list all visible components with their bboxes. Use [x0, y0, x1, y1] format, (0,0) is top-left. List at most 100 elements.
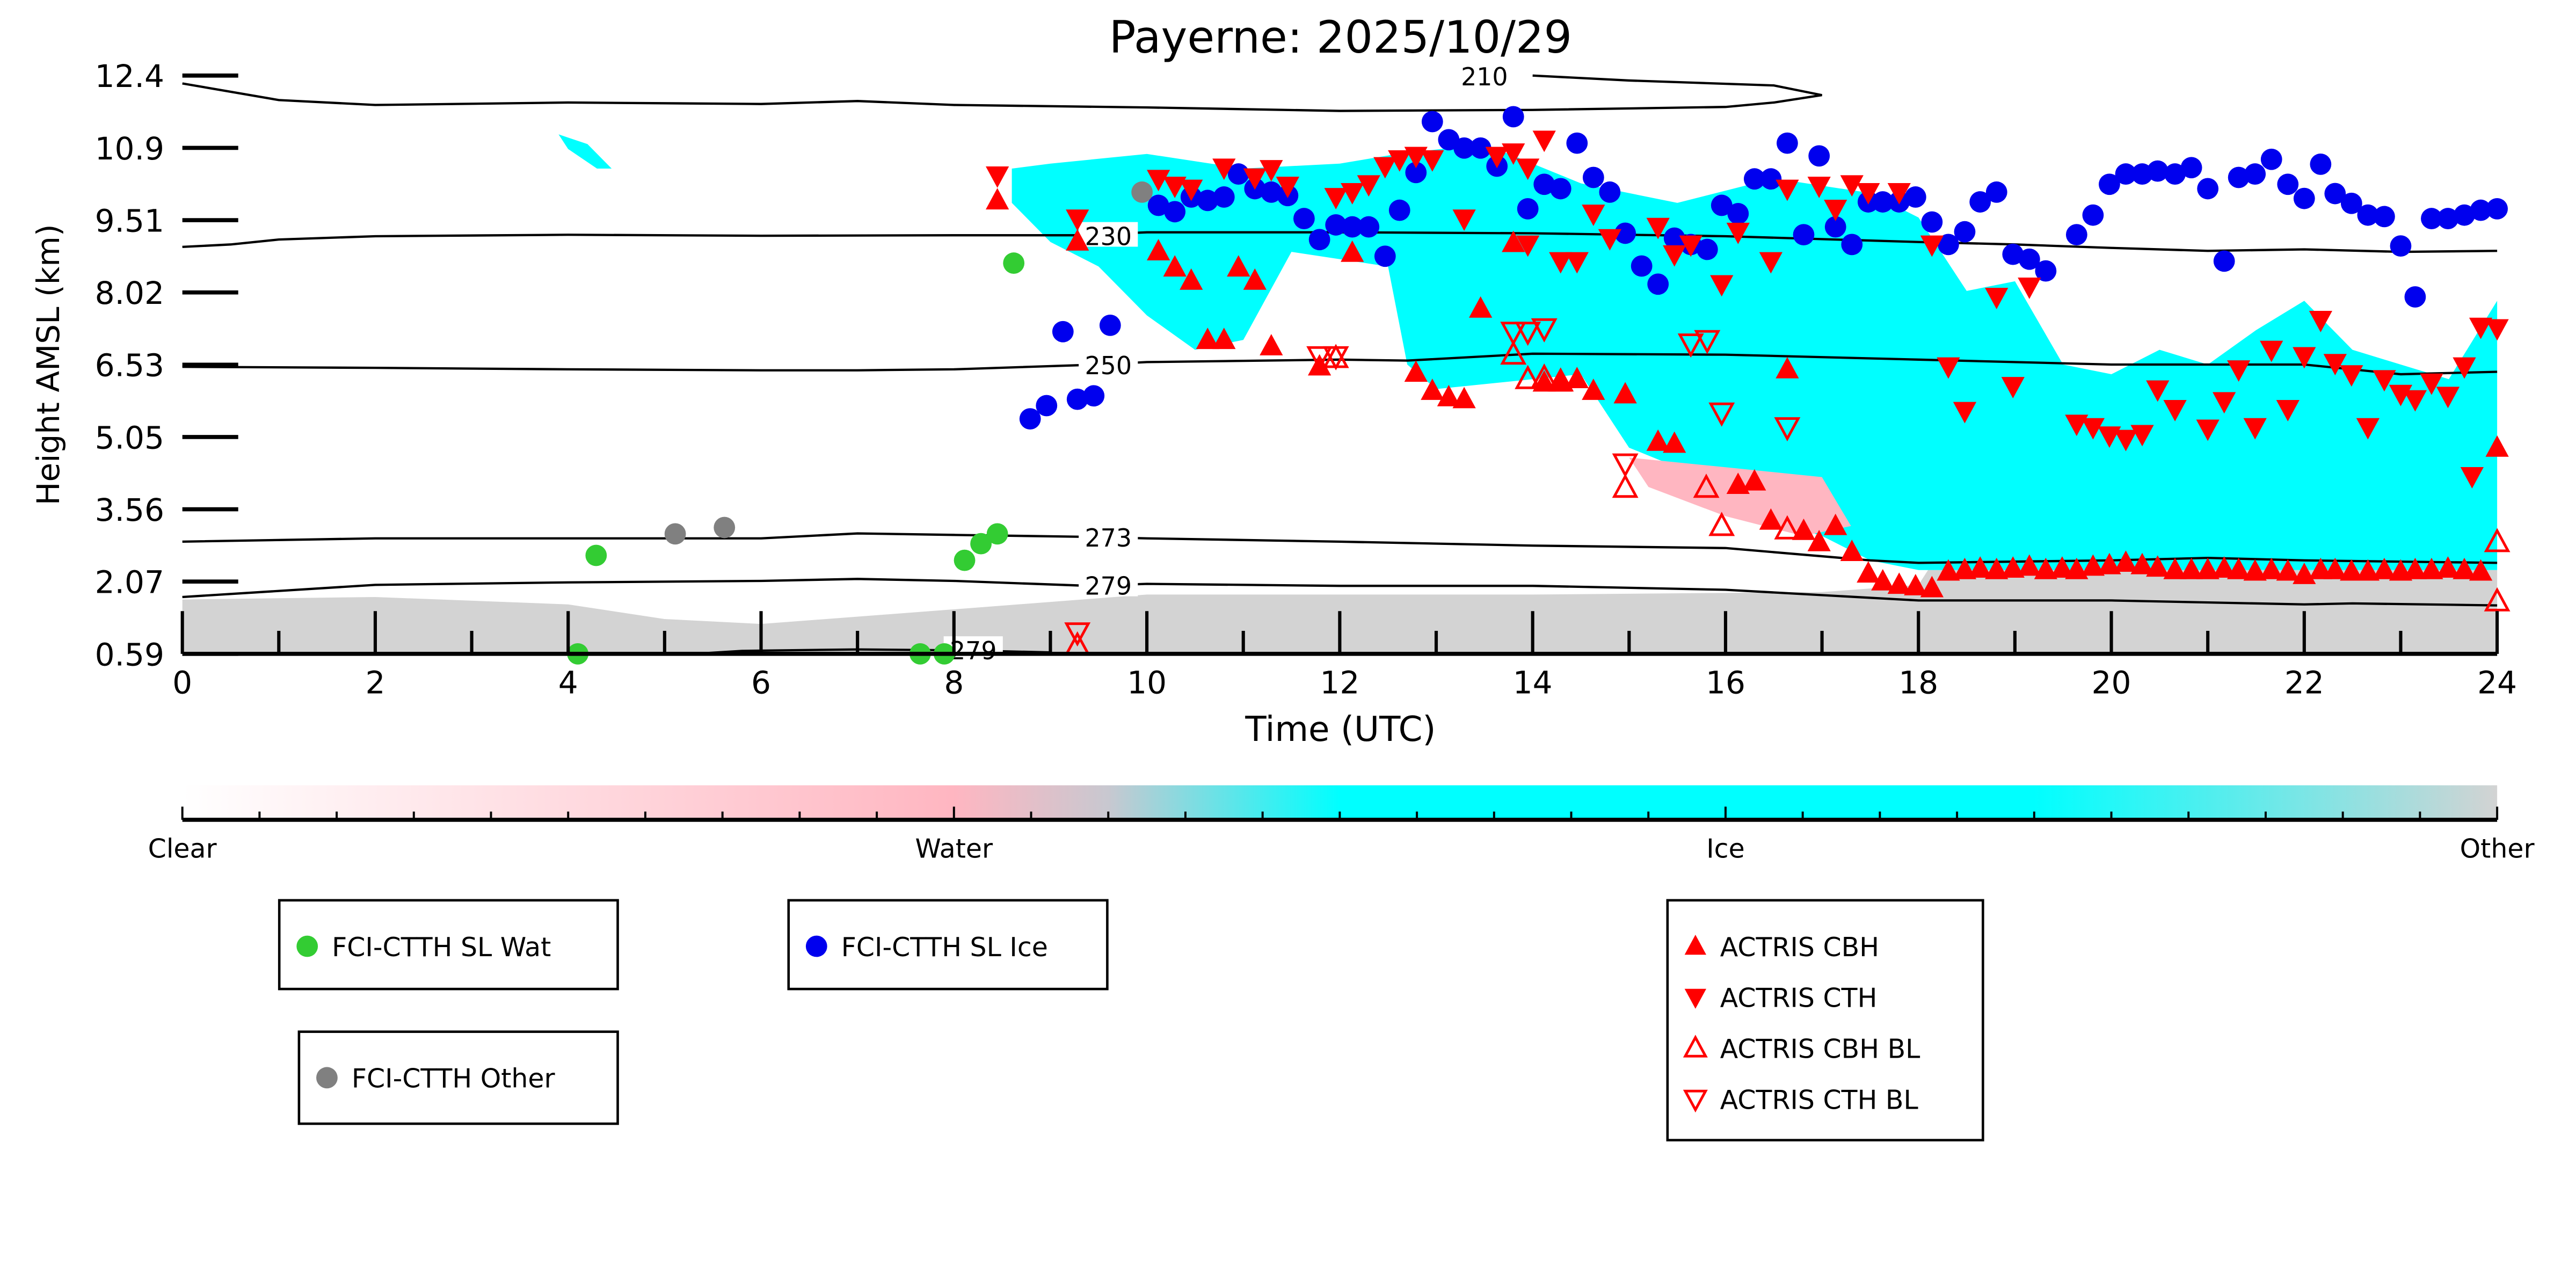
legend-box: ACTRIS CBH ACTRIS CTH ACTRIS CBH BL ACTRIS …: [1666, 899, 1984, 1141]
data-point: [1807, 529, 1831, 551]
x-tick-label: 0: [172, 664, 192, 701]
data-point: [1904, 573, 1927, 595]
data-point: [2130, 552, 2154, 574]
data-point: [1036, 395, 1058, 417]
data-point: [1887, 183, 1911, 205]
water-region: [1629, 457, 1851, 536]
data-point: [2180, 557, 2203, 579]
data-point: [1954, 221, 1976, 243]
data-point: [1099, 315, 1121, 336]
data-point: [714, 516, 736, 539]
data-point: [2228, 166, 2250, 188]
y-tick-label: 2.07: [95, 564, 164, 601]
data-point: [1774, 417, 1801, 442]
data-point: [1872, 191, 1894, 213]
data-point: [2163, 400, 2187, 421]
data-point: [1598, 229, 1622, 251]
data-point: [1531, 363, 1558, 388]
data-point: [1985, 557, 2009, 579]
legend-marker: [805, 935, 827, 957]
data-point: [2034, 557, 2058, 579]
data-point: [1019, 408, 1041, 430]
data-point: [1373, 157, 1397, 179]
data-point: [1322, 346, 1349, 370]
data-point: [2002, 243, 2024, 265]
data-point: [1163, 255, 1187, 277]
data-point: [1052, 321, 1074, 343]
data-point: [1565, 252, 1589, 274]
data-point: [2390, 235, 2412, 257]
data-point: [2065, 557, 2089, 579]
legend-box: FCI-CTTH SL Ice: [787, 899, 1109, 991]
data-point: [2196, 419, 2220, 441]
data-point: [1840, 175, 1864, 197]
data-point: [2356, 559, 2380, 581]
data-point: [2293, 347, 2316, 369]
data-point: [2484, 587, 2510, 612]
data-point: [1308, 229, 1330, 251]
data-point: [2324, 183, 2346, 205]
data-point: [1775, 179, 1799, 201]
contour-label: 279: [1085, 572, 1132, 601]
data-point: [1147, 170, 1170, 192]
data-point: [2276, 400, 2300, 421]
data-point: [1547, 367, 1574, 392]
legend-label: FCI-CTTH SL Wat: [332, 932, 551, 963]
data-point: [1708, 512, 1735, 536]
data-point: [1921, 211, 1943, 233]
legend-frame: [297, 1030, 619, 1125]
data-point: [2340, 192, 2362, 214]
data-point: [1341, 216, 1363, 238]
colorbar-label: Other: [2460, 833, 2535, 864]
data-point: [1582, 205, 1605, 226]
data-point: [986, 188, 1009, 210]
x-tick-label: 14: [1513, 664, 1553, 701]
data-point: [2469, 559, 2493, 581]
data-point: [1693, 474, 1720, 498]
series-actris-cth: [986, 130, 2509, 489]
data-point: [1727, 203, 1749, 224]
data-point: [2309, 311, 2333, 332]
data-point: [1515, 322, 1541, 346]
data-point: [2454, 204, 2475, 226]
data-point: [1405, 162, 1427, 184]
data-point: [1212, 158, 1236, 180]
data-point: [1260, 334, 1283, 355]
data-point: [2403, 557, 2427, 579]
data-point: [2018, 248, 2040, 270]
contour-label-bg: [1454, 62, 1514, 88]
contour-label-bg: [1079, 571, 1138, 596]
data-point: [1437, 384, 1461, 406]
data-point: [2404, 286, 2426, 308]
data-point: [1985, 181, 2007, 203]
data-point: [2065, 224, 2087, 246]
data-point: [1566, 132, 1588, 154]
y-tick-label: 12.4: [95, 58, 164, 94]
x-tick-label: 22: [2284, 664, 2324, 701]
data-point: [1502, 143, 1525, 165]
data-point: [1341, 183, 1364, 205]
data-point: [1774, 515, 1801, 540]
data-point: [2373, 557, 2396, 579]
x-tick-label: 4: [558, 664, 578, 701]
data-point: [2420, 373, 2443, 395]
data-point: [2453, 557, 2476, 579]
data-point: [1871, 569, 1895, 591]
data-point: [1938, 234, 1959, 256]
data-point: [1840, 540, 1864, 561]
data-point: [1775, 356, 1799, 379]
data-point: [2374, 206, 2395, 228]
data-point: [2484, 528, 2510, 552]
y-tick-label: 5.05: [95, 419, 164, 456]
data-point: [1646, 217, 1670, 239]
legend-label: ACTRIS CTH: [1720, 983, 1878, 1014]
x-tick-label: 12: [1320, 664, 1359, 701]
data-point: [2146, 555, 2170, 577]
data-point: [1824, 199, 1847, 221]
data-point: [1646, 429, 1670, 451]
data-point: [1549, 252, 1573, 274]
data-point: [1708, 402, 1735, 427]
data-point: [1453, 137, 1475, 159]
data-point: [1920, 576, 1944, 598]
data-point: [2114, 430, 2138, 452]
